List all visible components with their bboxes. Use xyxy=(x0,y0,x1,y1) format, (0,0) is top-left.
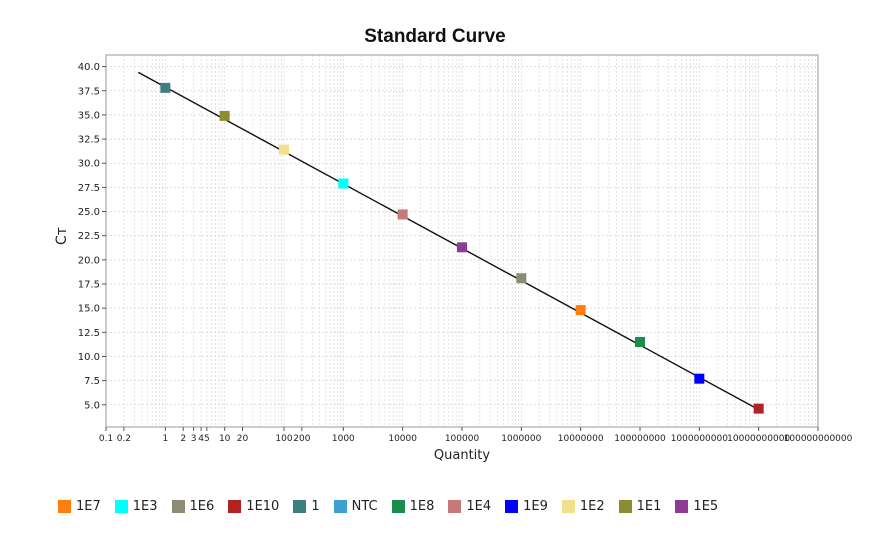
legend-swatch xyxy=(561,500,575,513)
data-point-1e2 xyxy=(279,144,289,155)
legend-item-1e10: 1E10 xyxy=(228,499,279,514)
x-axis: 0.1 0.2 1 2 3 4 5 10 20 100 200 1000 10000 100000 1000… xyxy=(99,427,853,444)
legend-label: 1E5 xyxy=(693,499,719,514)
legend-label: 1E3 xyxy=(132,499,158,514)
x-tick-label: 100000 xyxy=(445,434,480,444)
x-tick-label: 20 xyxy=(237,434,249,444)
y-tick-label: 15.0 xyxy=(78,304,100,315)
y-tick-label: 35.0 xyxy=(78,110,100,121)
legend-label: 1E7 xyxy=(76,499,101,514)
x-tick-label: 10000000 xyxy=(558,434,604,444)
data-point-1e8 xyxy=(635,336,645,347)
y-tick-label: 12.5 xyxy=(78,328,100,339)
x-tick-label: 0.1 xyxy=(99,434,113,444)
legend-label: 1E6 xyxy=(189,499,215,514)
x-tick-label: 200 xyxy=(293,434,310,444)
y-tick-label: 27.5 xyxy=(78,183,100,194)
x-tick-label: 100000000000 xyxy=(784,434,853,444)
legend-item-1e9: 1E9 xyxy=(505,499,548,514)
y-tick-label: 17.5 xyxy=(78,279,100,290)
x-tick-label: 100000000 xyxy=(614,434,666,444)
legend-label: 1E10 xyxy=(246,499,280,514)
y-tick-label: 32.5 xyxy=(78,135,100,146)
data-point-1e5 xyxy=(457,242,467,253)
y-axis: 5.0 7.5 10.0 12.5 15.0 17.5 20.0 22.5 25.0 27.5 30… xyxy=(78,62,106,411)
legend-item-1e3: 1E3 xyxy=(114,499,158,514)
x-tick-label: 3 xyxy=(191,434,197,444)
y-tick-label: 30.0 xyxy=(78,159,100,170)
x-tick-label: 1000 xyxy=(332,434,355,444)
legend-label: 1E4 xyxy=(466,499,492,514)
grid xyxy=(105,55,818,427)
x-tick-label: 10000 xyxy=(388,434,417,444)
x-axis-label: Quantity xyxy=(434,448,490,463)
legend-swatch xyxy=(618,500,632,513)
y-axis-label: Cᴛ xyxy=(54,227,70,245)
fit-line-layer xyxy=(137,71,760,411)
data-point-1e3 xyxy=(338,178,349,189)
legend-label: NTC xyxy=(351,499,378,514)
legend-swatch xyxy=(675,500,689,513)
legend-swatch xyxy=(293,500,307,513)
legend-label: 1E8 xyxy=(409,499,435,514)
chart-title: Standard Curve xyxy=(364,26,506,47)
data-point-1e7 xyxy=(575,305,586,316)
legend-item-1e5: 1E5 xyxy=(675,499,718,514)
y-tick-label: 22.5 xyxy=(78,231,100,242)
legend-item-1e6: 1E6 xyxy=(171,499,215,514)
legend-swatch xyxy=(333,500,347,513)
legend: 1E7 1E3 1E6 1E10 1 NTC 1E8 1E4 1E9 1E2 1E1 1E5 xyxy=(58,499,732,514)
x-tick-label: 1000000 xyxy=(501,434,541,444)
data-point-1e4 xyxy=(397,209,408,220)
y-tick-label: 37.5 xyxy=(78,86,100,97)
y-tick-label: 10.0 xyxy=(78,352,100,363)
x-tick-label: 1 xyxy=(162,434,168,444)
legend-swatch xyxy=(114,500,128,513)
y-tick-label: 5.0 xyxy=(84,400,100,411)
data-points xyxy=(160,82,764,414)
y-tick-label: 25.0 xyxy=(78,207,100,218)
legend-swatch xyxy=(505,500,519,513)
data-point-1e1 xyxy=(219,110,230,121)
legend-label: 1E9 xyxy=(523,499,548,514)
legend-swatch xyxy=(58,500,71,513)
legend-label: 1 xyxy=(311,499,320,514)
legend-item-1e2: 1E2 xyxy=(561,499,605,514)
fit-line xyxy=(137,71,760,411)
legend-item-1e4: 1E4 xyxy=(448,499,491,514)
y-tick-label: 20.0 xyxy=(78,255,100,266)
x-tick-label: 10 xyxy=(219,434,231,444)
x-tick-label: 4 xyxy=(198,434,204,444)
x-tick-label: 100 xyxy=(275,434,292,444)
legend-item-1e7: 1E7 xyxy=(58,499,101,514)
legend-item-ntc: NTC xyxy=(333,499,378,514)
data-point-1e6 xyxy=(516,273,527,284)
x-tick-label: 5 xyxy=(204,434,210,444)
legend-swatch xyxy=(171,500,185,513)
y-tick-label: 40.0 xyxy=(78,62,100,73)
data-point-1e10 xyxy=(753,403,764,414)
x-tick-label: 1000000000 xyxy=(671,434,729,444)
data-point-1e9 xyxy=(694,373,705,384)
x-tick-label: 2 xyxy=(180,434,186,444)
legend-swatch xyxy=(448,500,462,513)
legend-item-1e8: 1E8 xyxy=(391,499,435,514)
x-tick-label: 10000000000 xyxy=(727,434,790,444)
legend-swatch xyxy=(228,500,242,513)
x-tick-label: 0.2 xyxy=(117,434,131,444)
y-tick-label: 7.5 xyxy=(84,376,100,387)
legend-swatch xyxy=(391,500,405,513)
legend-item-1: 1 xyxy=(293,499,320,514)
data-point-1 xyxy=(160,82,171,93)
legend-label: 1E1 xyxy=(636,499,662,514)
legend-item-1e1: 1E1 xyxy=(618,499,662,514)
legend-label: 1E2 xyxy=(579,499,605,514)
